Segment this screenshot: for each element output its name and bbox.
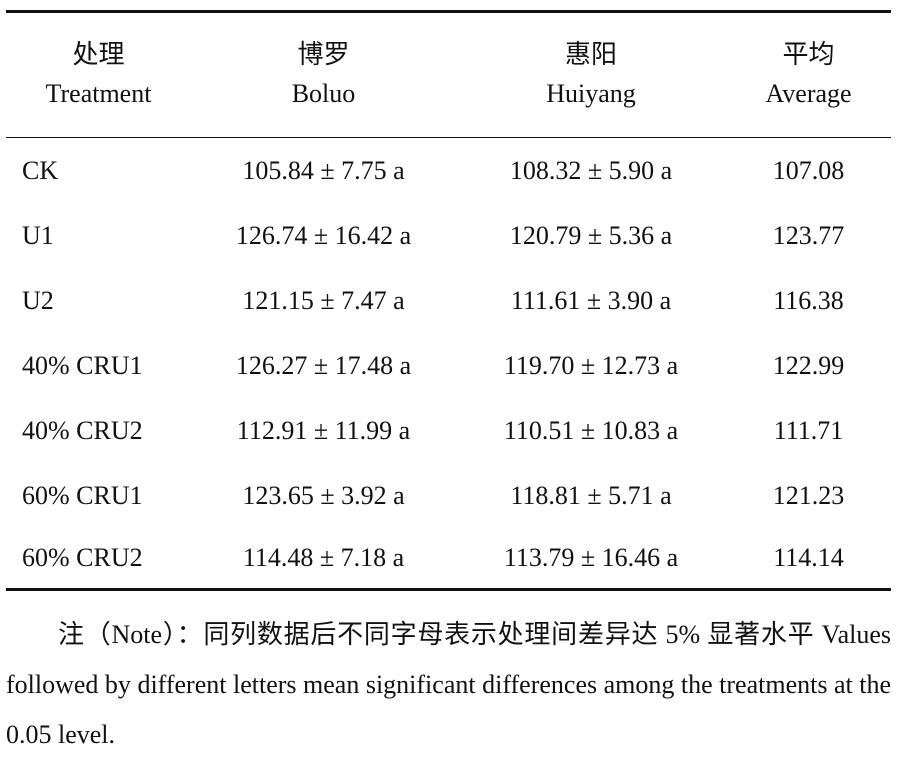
table-body: CK 105.84 ± 7.75 a 108.32 ± 5.90 a 107.08 U1… [6,138,891,591]
table-cell: 110.51 ± 10.83 a [503,415,679,445]
table-cell: 116.38 [773,285,844,315]
table-cell: 118.81 ± 5.71 a [510,480,672,510]
table-cell: 40% CRU1 [22,350,143,380]
header-cell-en: Huiyang [456,73,726,138]
header-cell-en: Treatment [6,73,191,138]
header-cell-zh: 处理 [6,10,191,73]
table-cell: 112.91 ± 11.99 a [236,415,411,445]
table-cell: CK [22,155,59,185]
table-cell: 113.79 ± 16.46 a [456,528,726,591]
table-cell: 108.32 ± 5.90 a [509,155,673,185]
header-cell-en: Average [726,73,891,138]
table-row: 40% CRU2 112.91 ± 11.99 a 110.51 ± 10.83 a… [6,398,891,463]
table-cell: 126.74 ± 16.42 a [235,220,412,250]
header-cell-en: Boluo [191,73,456,138]
table-cell: 123.65 ± 3.92 a [242,480,405,510]
table-wrap: 处理 博罗 惠阳 平均 Treatment Boluo Huiyang Average CK… [6,10,891,591]
header-cell-zh: 博罗 [191,10,456,73]
data-table: 处理 博罗 惠阳 平均 Treatment Boluo Huiyang Average CK… [6,10,891,591]
table-cell: 120.79 ± 5.36 a [509,220,673,250]
table-cell: 119.70 ± 12.73 a [503,350,679,380]
table-cell: 107.08 [772,155,845,185]
header-row-zh: 处理 博罗 惠阳 平均 [6,10,891,73]
table-cell: 60% CRU2 [6,528,191,591]
table-row: U1 126.74 ± 16.42 a 120.79 ± 5.36 a 123.77 [6,203,891,268]
header-cell-zh: 惠阳 [456,10,726,73]
header-row-en: Treatment Boluo Huiyang Average [6,73,891,138]
table-cell: 121.23 [772,480,845,510]
table-cell: 122.99 [772,350,845,380]
table-cell: 114.14 [726,528,891,591]
table-row: U2 121.15 ± 7.47 a 111.61 ± 3.90 a 116.38 [6,268,891,333]
table-cell: U1 [22,220,54,250]
table-row: 40% CRU1 126.27 ± 17.48 a 119.70 ± 12.73 a… [6,333,891,398]
table-cell: 114.48 ± 7.18 a [191,528,456,591]
table-cell: 105.84 ± 7.75 a [242,155,405,185]
table-cell: 60% CRU1 [22,480,143,510]
page: 处理 博罗 惠阳 平均 Treatment Boluo Huiyang Average CK… [6,10,891,749]
table-note: 注（Note）：同列数据后不同字母表示处理间差异达 5% 显著水平 Values… [6,620,891,749]
table-cell: 121.15 ± 7.47 a [242,285,405,315]
table-cell: 40% CRU2 [22,415,143,445]
table-cell: 126.27 ± 17.48 a [235,350,412,380]
table-row: CK 105.84 ± 7.75 a 108.32 ± 5.90 a 107.08 [6,138,891,204]
table-cell: 111.71 [773,415,844,445]
header-cell-zh: 平均 [726,10,891,73]
table-row: 60% CRU1 123.65 ± 3.92 a 118.81 ± 5.71 a 12… [6,463,891,528]
table-cell: 111.61 ± 3.90 a [510,285,672,315]
table-cell: 123.77 [772,220,845,250]
table-header: 处理 博罗 惠阳 平均 Treatment Boluo Huiyang Average [6,10,891,138]
table-cell: U2 [22,285,54,315]
